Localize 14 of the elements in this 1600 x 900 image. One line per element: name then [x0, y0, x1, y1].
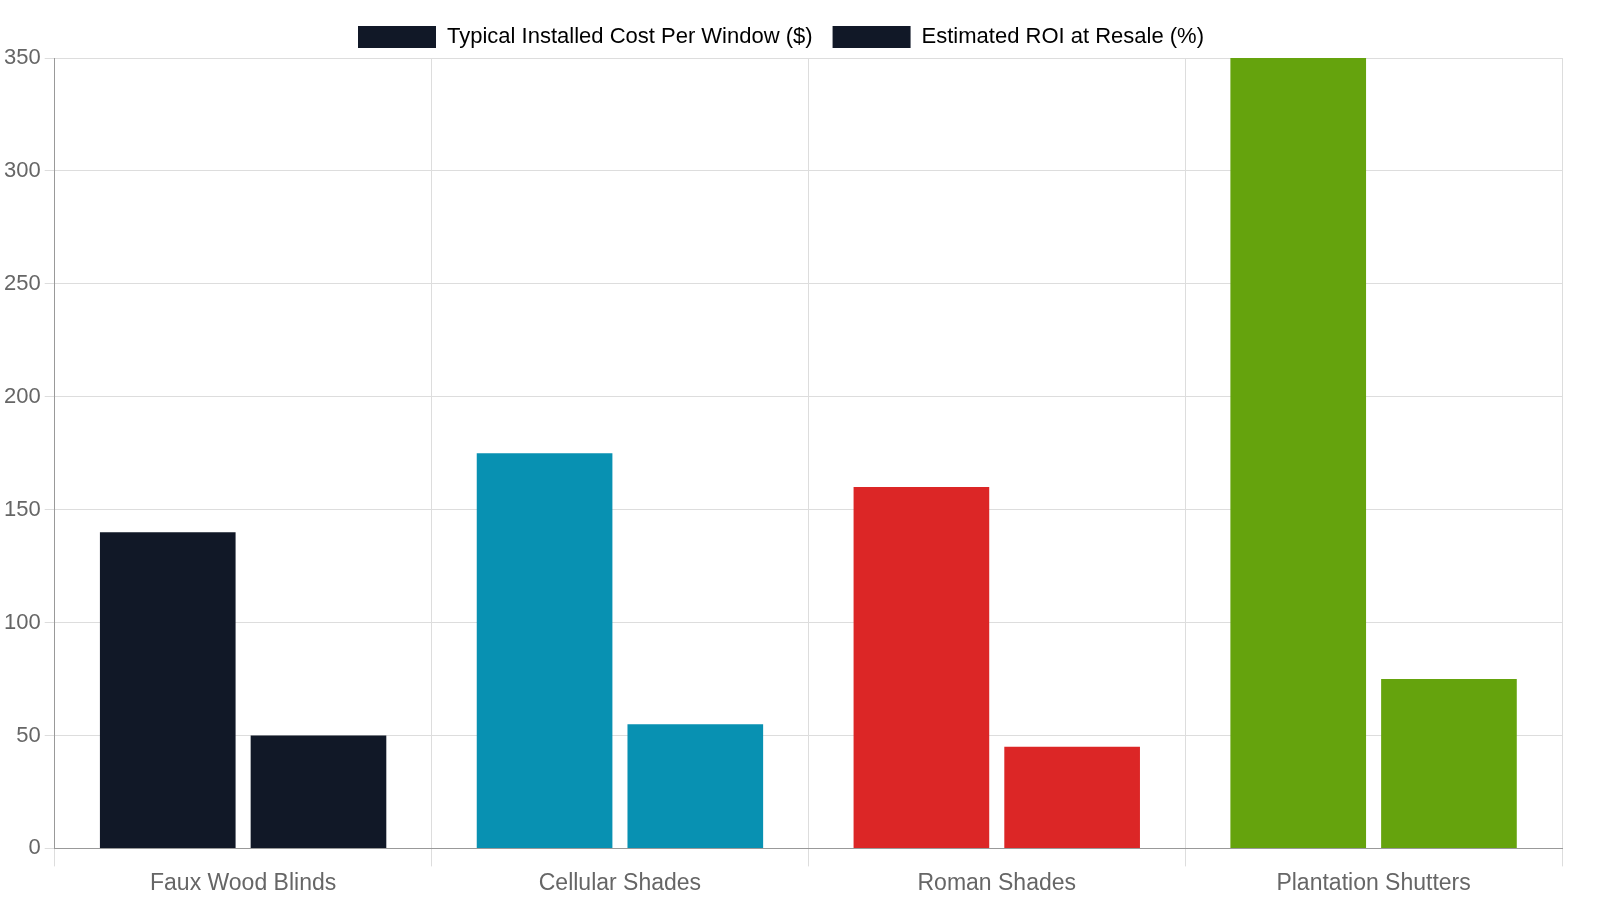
x-tick-label: Roman Shades [917, 868, 1077, 895]
x-tick-label: Faux Wood Blinds [150, 868, 337, 895]
y-tick-label: 0 [28, 834, 41, 860]
x-tick-label: Cellular Shades [538, 868, 702, 895]
y-tick-label: 50 [16, 721, 41, 747]
y-tick-label: 200 [3, 382, 41, 408]
y-tick-label: 300 [3, 156, 41, 182]
x-tick-label: Plantation Shutters [1276, 868, 1471, 895]
legend-label: Estimated ROI at Resale (%) [921, 23, 1205, 49]
y-tick-label: 350 [3, 44, 41, 70]
legend-label: Typical Installed Cost Per Window ($) [447, 23, 813, 49]
y-tick-label: 150 [3, 495, 41, 521]
y-tick-label: 100 [3, 608, 41, 634]
y-tick-label: 250 [3, 269, 41, 295]
